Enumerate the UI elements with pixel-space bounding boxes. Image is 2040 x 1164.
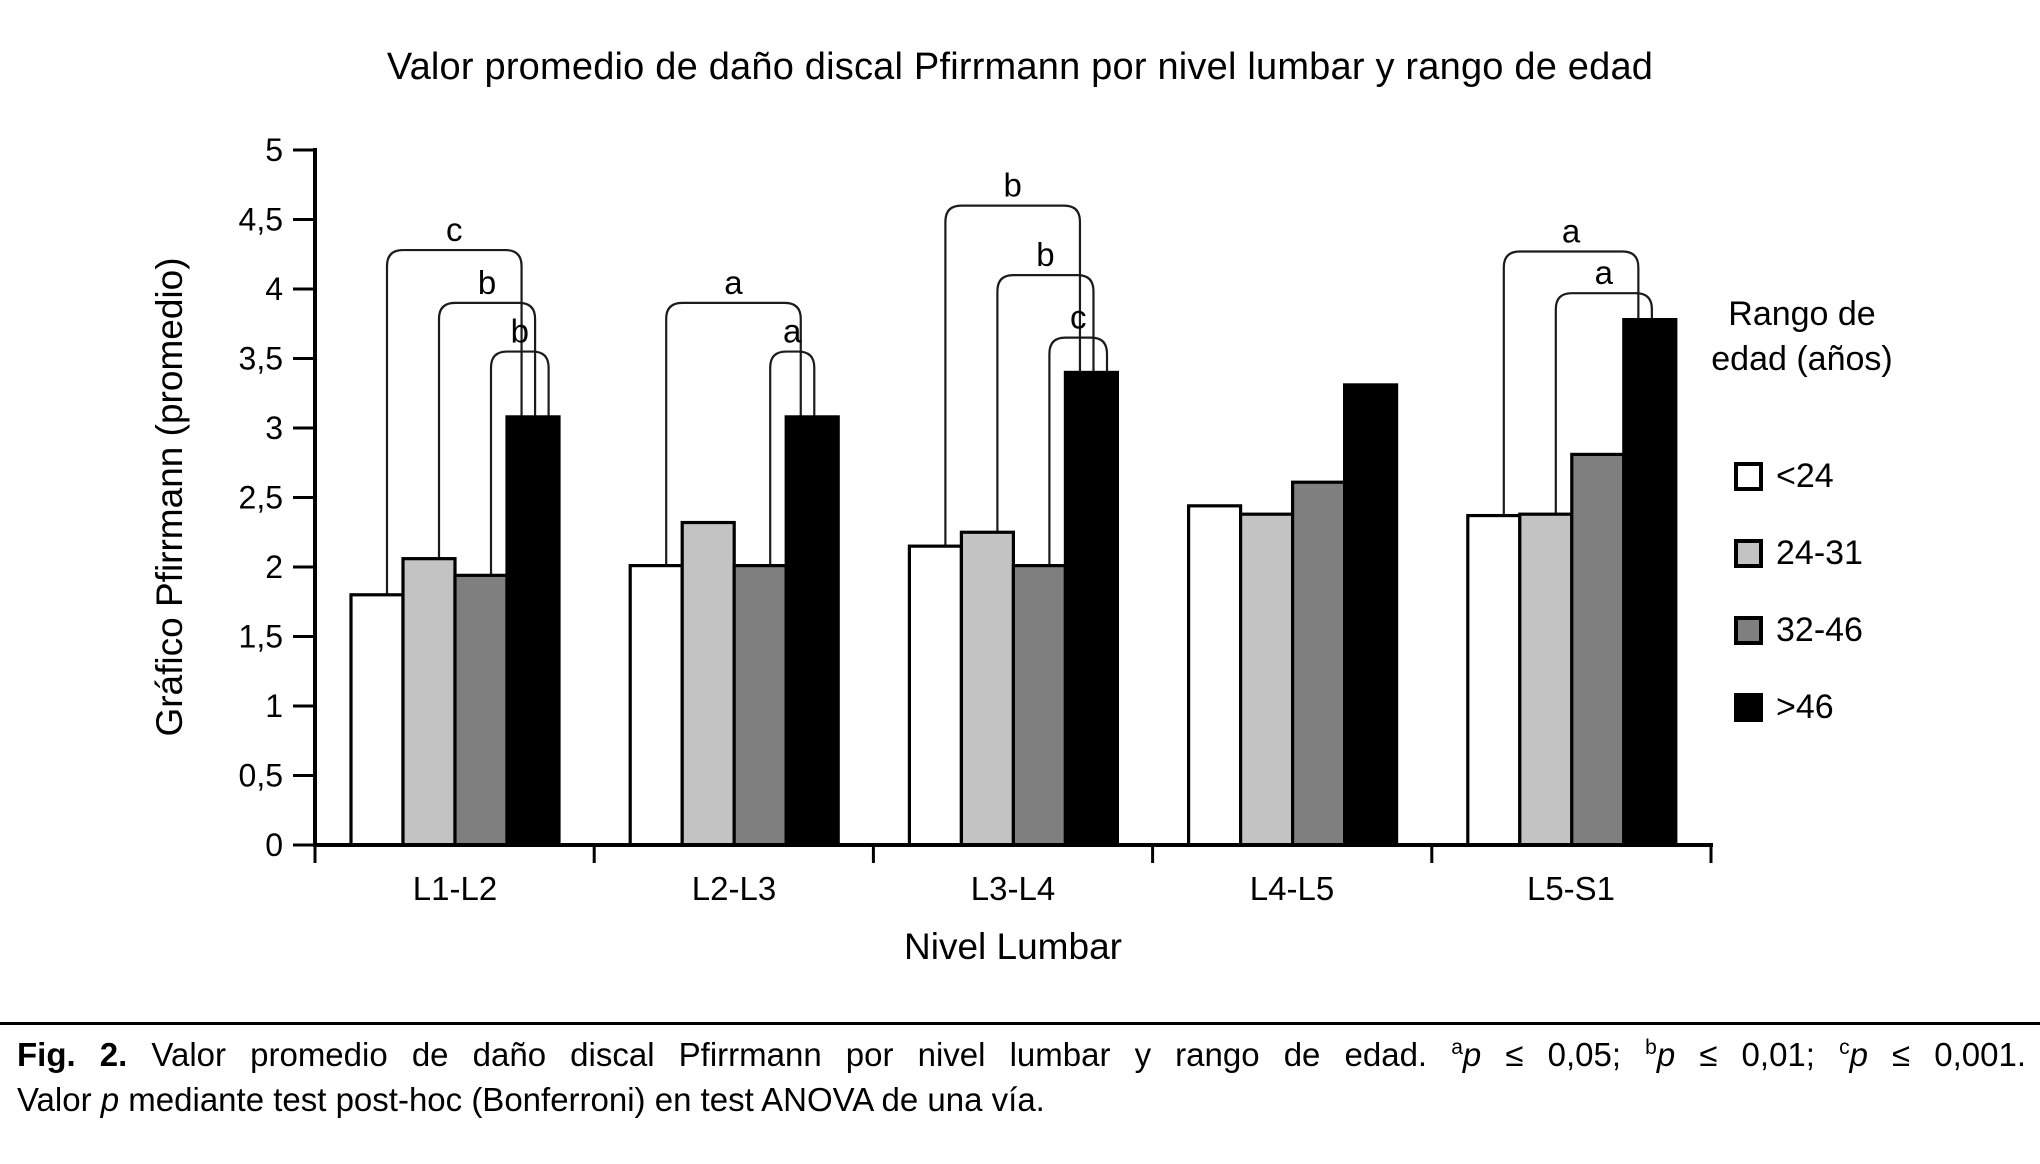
- legend-label: 32-46: [1776, 611, 1863, 649]
- bar-L5-S1-32-46: [1570, 452, 1626, 847]
- significance-label: a: [724, 264, 743, 301]
- legend-label: <24: [1776, 457, 1834, 495]
- y-tick-label: 4,5: [239, 202, 283, 238]
- bar-L5-S1->46: [1622, 317, 1678, 847]
- y-tick-label: 1: [265, 688, 283, 724]
- legend: <24 24-31 32-46 >46: [1734, 438, 1863, 746]
- significance-label: c: [446, 211, 463, 248]
- legend-swatch-24-31: [1734, 539, 1763, 568]
- significance-label: b: [1036, 236, 1054, 273]
- caption-fig-label: Fig. 2.: [17, 1036, 128, 1073]
- significance-label: c: [1070, 299, 1087, 336]
- significance-bracket: [437, 301, 537, 559]
- legend-swatch-gt46: [1734, 693, 1763, 722]
- bar-L1-L2-32-46: [453, 573, 509, 847]
- bar-L3-L4-24-31: [959, 530, 1016, 847]
- bar-L1-L2->46: [505, 415, 561, 847]
- y-tick-label: 2: [265, 549, 283, 585]
- bar-L1-L2-<24: [349, 593, 405, 847]
- significance-label: b: [1004, 167, 1022, 204]
- legend-title: Rango de edad (años): [1711, 295, 1893, 378]
- legend-swatch-lt24: [1734, 462, 1763, 491]
- bar-L1-L2-24-31: [401, 557, 457, 847]
- significance-bracket: [1554, 292, 1653, 515]
- caption-sig-c: cp ≤ 0,001.: [1839, 1036, 2027, 1073]
- bar-L3-L4-<24: [907, 544, 964, 847]
- x-category-label: L1-L2: [412, 870, 498, 907]
- chart-title: Valor promedio de daño discal Pfirrmann …: [386, 46, 1654, 88]
- bar-L2-L3-24-31: [680, 520, 736, 847]
- bar-L4-L5-32-46: [1290, 480, 1347, 847]
- y-tick-label: 1,5: [239, 619, 283, 655]
- significance-bracket: [385, 248, 523, 595]
- bar-L5-S1-<24: [1466, 513, 1522, 847]
- bar-L5-S1-24-31: [1518, 512, 1574, 847]
- y-tick-label: 3: [265, 410, 283, 446]
- significance-label: a: [783, 313, 802, 350]
- x-category-label: L2-L3: [691, 870, 777, 907]
- bar-L2-L3-<24: [628, 564, 684, 847]
- x-category-label: L3-L4: [970, 870, 1056, 907]
- significance-label: a: [1562, 212, 1581, 249]
- figure-caption: Fig. 2. Valor promedio de daño discal Pf…: [0, 1022, 2040, 1122]
- caption-sig-b: bp ≤ 0,01;: [1645, 1036, 1815, 1073]
- legend-item: 32-46: [1734, 592, 1863, 669]
- bar-L4-L5-<24: [1186, 504, 1243, 847]
- significance-bracket: [1048, 336, 1109, 566]
- y-tick-label: 4: [265, 271, 283, 307]
- legend-label: >46: [1776, 688, 1834, 726]
- caption-body: Valor promedio de daño discal Pfirrmann …: [151, 1036, 1428, 1073]
- significance-bracket: [665, 301, 802, 566]
- x-axis-title: Nivel Lumbar: [904, 926, 1122, 967]
- y-tick-label: 0,5: [239, 758, 283, 794]
- significance-label: b: [478, 264, 496, 301]
- x-category-label: L5-S1: [1526, 870, 1616, 907]
- bar-L4-L5->46: [1342, 383, 1399, 847]
- y-tick-label: 5: [265, 132, 283, 168]
- caption-line-2: Valor p mediante test post-hoc (Bonferro…: [17, 1081, 1045, 1118]
- legend-item: 24-31: [1734, 515, 1863, 592]
- significance-bracket: [944, 204, 1082, 547]
- legend-item: <24: [1734, 438, 1863, 515]
- bar-L2-L3->46: [784, 415, 840, 847]
- legend-item: >46: [1734, 669, 1863, 746]
- caption-sig-a: ap ≤ 0,05;: [1451, 1036, 1622, 1073]
- significance-bracket: [1502, 250, 1640, 516]
- significance-bracket: [996, 274, 1095, 533]
- legend-swatch-32-46: [1734, 616, 1763, 645]
- caption-line-1: Fig. 2. Valor promedio de daño discal Pf…: [17, 1032, 2026, 1077]
- y-tick-label: 3,5: [239, 341, 283, 377]
- y-tick-label: 0: [265, 827, 283, 863]
- y-tick-label: 2,5: [239, 480, 283, 516]
- significance-bracket: [769, 350, 816, 566]
- legend-label: 24-31: [1776, 534, 1863, 572]
- bar-L2-L3-32-46: [732, 564, 788, 847]
- bar-L3-L4->46: [1063, 370, 1120, 847]
- significance-label: b: [511, 313, 529, 350]
- significance-label: a: [1595, 254, 1614, 291]
- bar-L4-L5-24-31: [1238, 512, 1295, 847]
- x-category-label: L4-L5: [1249, 870, 1335, 907]
- significance-bracket: [489, 350, 550, 576]
- bar-L3-L4-32-46: [1011, 564, 1068, 847]
